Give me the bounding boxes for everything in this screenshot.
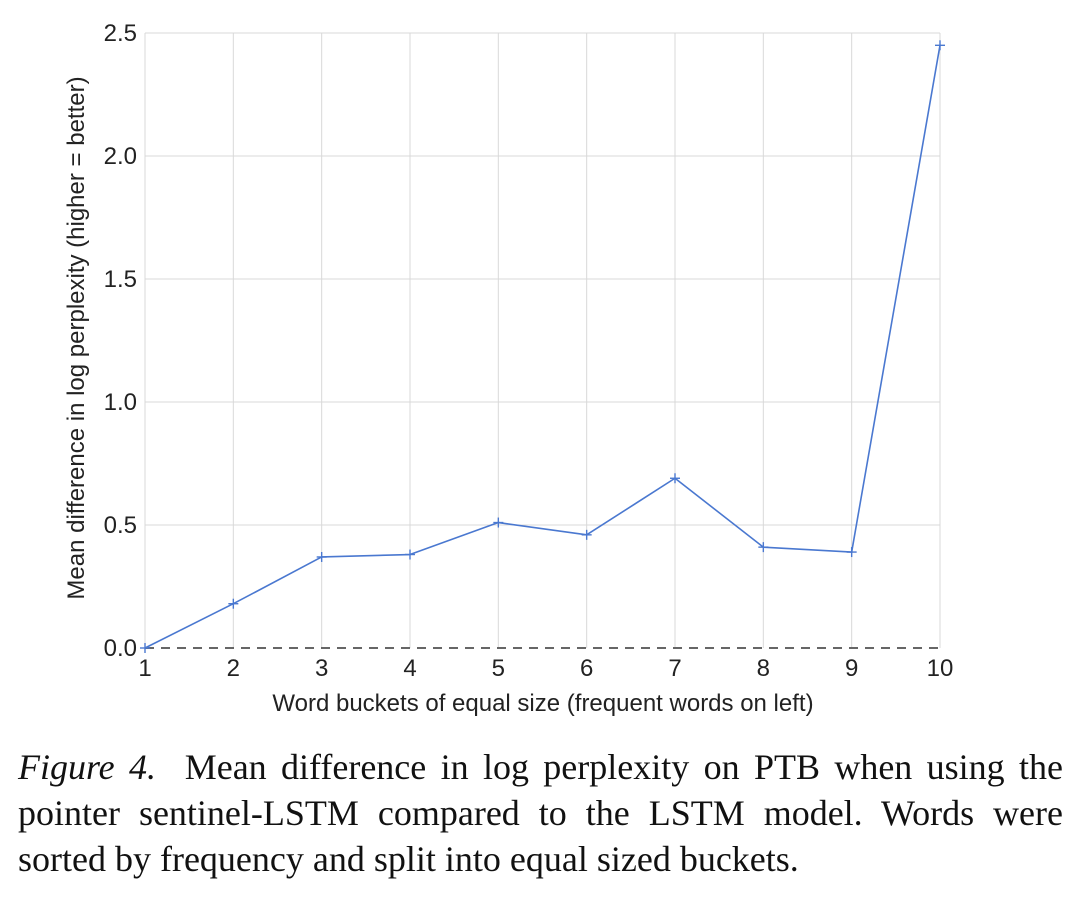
x-tick-label: 1 <box>138 655 151 682</box>
data-point <box>758 542 769 553</box>
x-tick-label: 4 <box>403 655 416 682</box>
x-tick-label: 7 <box>668 655 681 682</box>
x-tick-label: 9 <box>845 655 858 682</box>
y-axis-title: Mean difference in log perplexity (highe… <box>63 76 90 599</box>
data-point <box>316 551 327 562</box>
x-tick-label: 6 <box>580 655 593 682</box>
y-tick-label: 1.0 <box>104 389 137 416</box>
figure-caption: Figure 4. Mean difference in log perplex… <box>18 744 1063 882</box>
x-tick-label: 10 <box>927 655 954 682</box>
data-point <box>846 547 857 558</box>
data-point <box>670 473 680 484</box>
grid-lines <box>144 32 941 648</box>
y-tick-label: 1.5 <box>104 266 137 293</box>
y-tick-label: 0.5 <box>104 512 137 539</box>
series-lines <box>144 45 941 649</box>
data-point <box>140 643 150 653</box>
x-tick-label: 2 <box>227 655 240 682</box>
data-point <box>493 517 504 528</box>
data-point <box>581 529 592 540</box>
y-tick-labels: 0.0 0.5 1.0 1.5 2.0 2.5 <box>104 20 137 662</box>
y-tick-label: 2.0 <box>104 143 137 170</box>
x-tick-label: 3 <box>315 655 328 682</box>
data-point <box>228 598 239 609</box>
x-tick-label: 8 <box>757 655 770 682</box>
data-point <box>405 549 415 560</box>
x-tick-label: 5 <box>492 655 505 682</box>
x-axis-title: Word buckets of equal size (frequent wor… <box>272 690 813 717</box>
data-point <box>935 40 945 51</box>
chart: 0.0 0.5 1.0 1.5 2.0 2.5 1 2 3 4 5 6 7 8 9 10 Word buck… <box>63 20 953 717</box>
x-tick-labels: 1 2 3 4 5 6 7 8 9 10 <box>138 655 953 682</box>
figure-caption-label: Figure 4. <box>18 747 156 787</box>
series-line <box>144 45 941 649</box>
figure-caption-text: Mean difference in log perplexity on PTB… <box>18 747 1063 879</box>
y-tick-label: 0.0 <box>104 635 137 662</box>
y-tick-label: 2.5 <box>104 20 137 47</box>
data-point-markers <box>140 40 945 653</box>
